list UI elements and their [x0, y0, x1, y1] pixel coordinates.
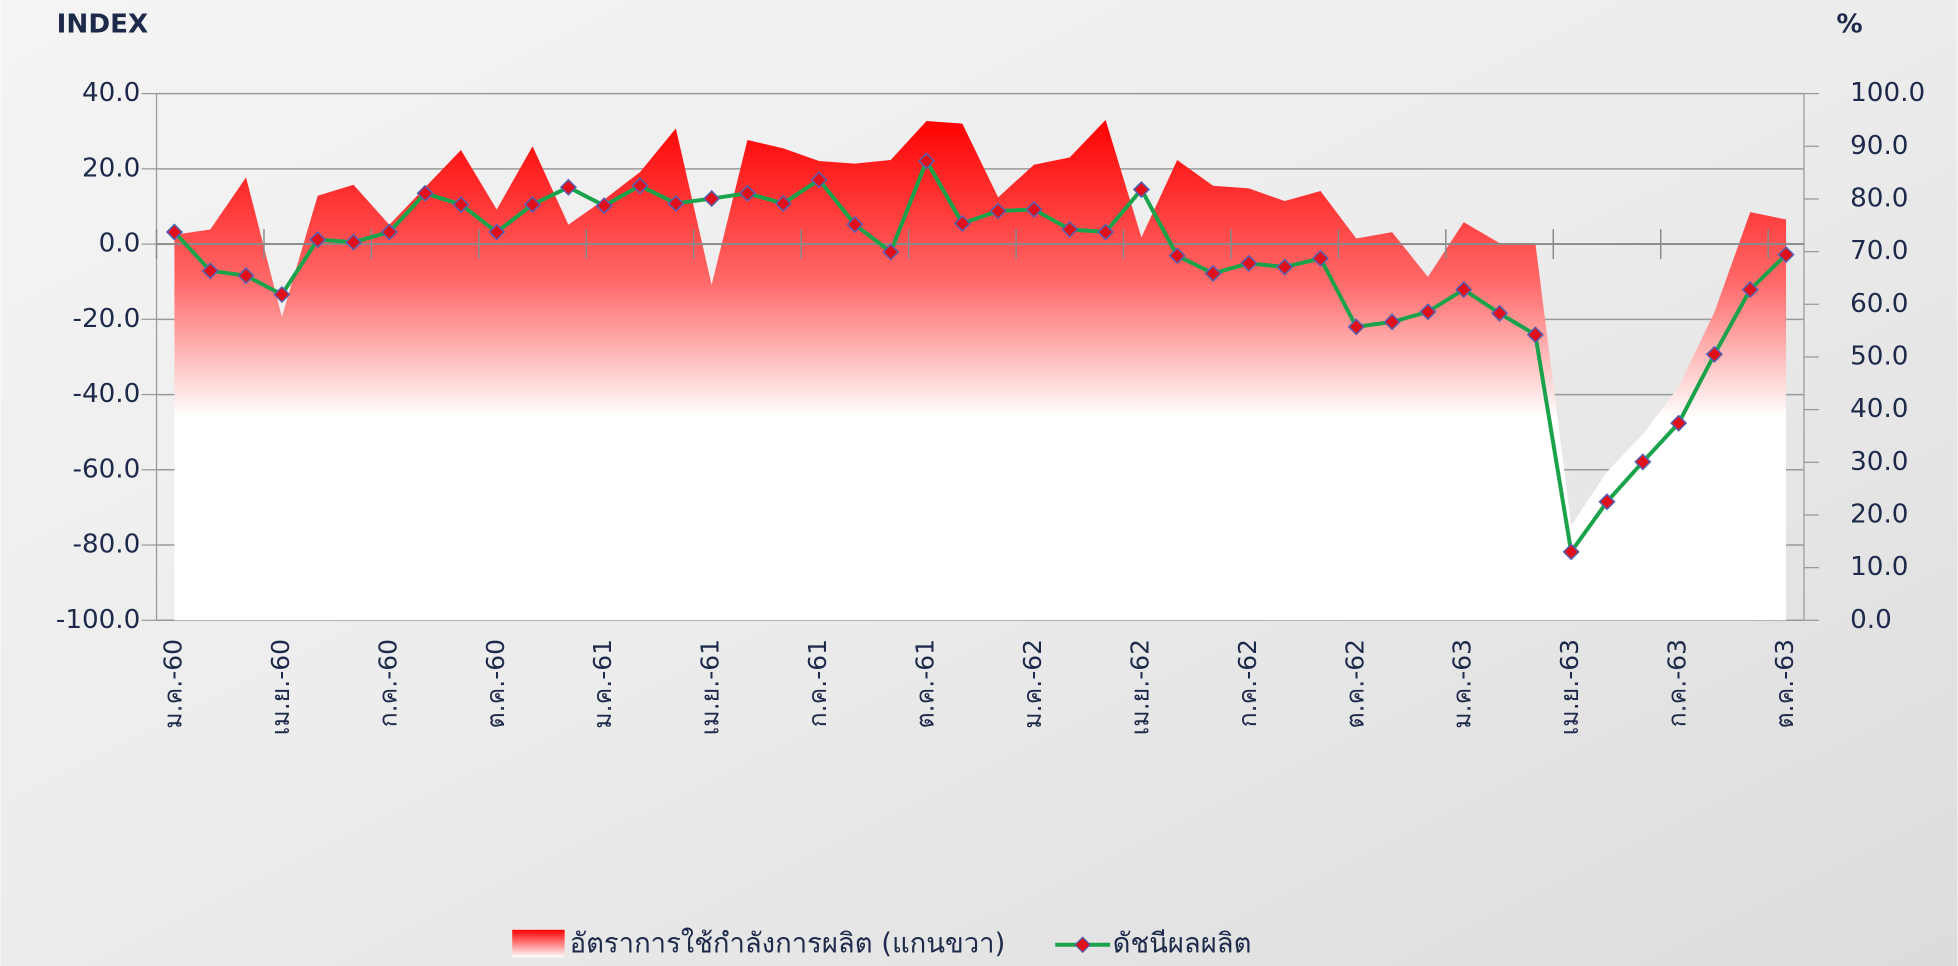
- x-tick-label: ม.ค.-60: [158, 639, 187, 729]
- y-tick-label: -80.0: [73, 530, 141, 560]
- y2-axis-title: %: [1836, 9, 1862, 39]
- x-tick-label: ก.ค.-60: [373, 639, 402, 727]
- y-tick-label: 0.0: [99, 229, 141, 259]
- x-tick-label: ต.ค.-62: [1340, 639, 1369, 729]
- y-tick-label: -40.0: [73, 379, 141, 409]
- y2-tick-label: 60.0: [1850, 289, 1908, 319]
- y2-tick-label: 40.0: [1850, 394, 1908, 424]
- y2-tick-label: 80.0: [1850, 183, 1908, 213]
- x-tick-label: ก.ค.-63: [1663, 639, 1692, 727]
- x-tick-label: ม.ค.-61: [588, 639, 617, 729]
- y2-tick-label: 0.0: [1850, 605, 1892, 635]
- x-tick-label: เม.ย.-60: [266, 639, 295, 735]
- x-tick-label: ก.ค.-62: [1233, 639, 1262, 727]
- y2-tick-label: 100.0: [1850, 78, 1925, 108]
- y-axis-title: INDEX: [57, 9, 148, 39]
- y2-tick-label: 70.0: [1850, 236, 1908, 266]
- x-tick-label: ม.ค.-63: [1448, 639, 1477, 729]
- x-tick-label: เม.ย.-61: [696, 639, 725, 735]
- page: {"chart_data": { "type": "line", "y_labe…: [0, 0, 1958, 966]
- x-tick-label: ต.ค.-61: [911, 639, 940, 729]
- y2-tick-label: 50.0: [1850, 341, 1908, 371]
- x-tick-label: ก.ค.-61: [803, 639, 832, 727]
- y-tick-label: -100.0: [56, 605, 140, 635]
- y-tick-label: 40.0: [82, 78, 140, 108]
- y2-tick-label: 30.0: [1850, 447, 1908, 477]
- legend-swatch: [512, 930, 564, 957]
- y-tick-label: -60.0: [73, 454, 141, 484]
- chart: INDEX % -100.0 -80.0 -60.0 -40.0 -20.0 0.0 20.…: [0, 0, 1958, 966]
- x-tick-label: เม.ย.-63: [1555, 639, 1584, 735]
- legend-label: ดัชนีผลผลิต: [1113, 928, 1252, 959]
- y2-tick-label: 10.0: [1850, 552, 1908, 582]
- y2-tick-label: 90.0: [1850, 131, 1908, 161]
- x-tick-label: เม.ย.-62: [1125, 639, 1154, 735]
- legend: อัตราการใช้กำลังการผลิต (แกนขวา) ดัชนีผลผ…: [512, 927, 1251, 959]
- y-tick-label: 20.0: [82, 153, 140, 183]
- x-tick-label: ม.ค.-62: [1018, 639, 1047, 729]
- y-tick-label: -20.0: [73, 304, 141, 334]
- legend-label: อัตราการใช้กำลังการผลิต (แกนขวา): [570, 927, 1006, 959]
- y2-tick-label: 20.0: [1850, 499, 1908, 529]
- x-tick-label: ต.ค.-60: [481, 639, 510, 729]
- x-tick-label: ต.ค.-63: [1770, 639, 1799, 729]
